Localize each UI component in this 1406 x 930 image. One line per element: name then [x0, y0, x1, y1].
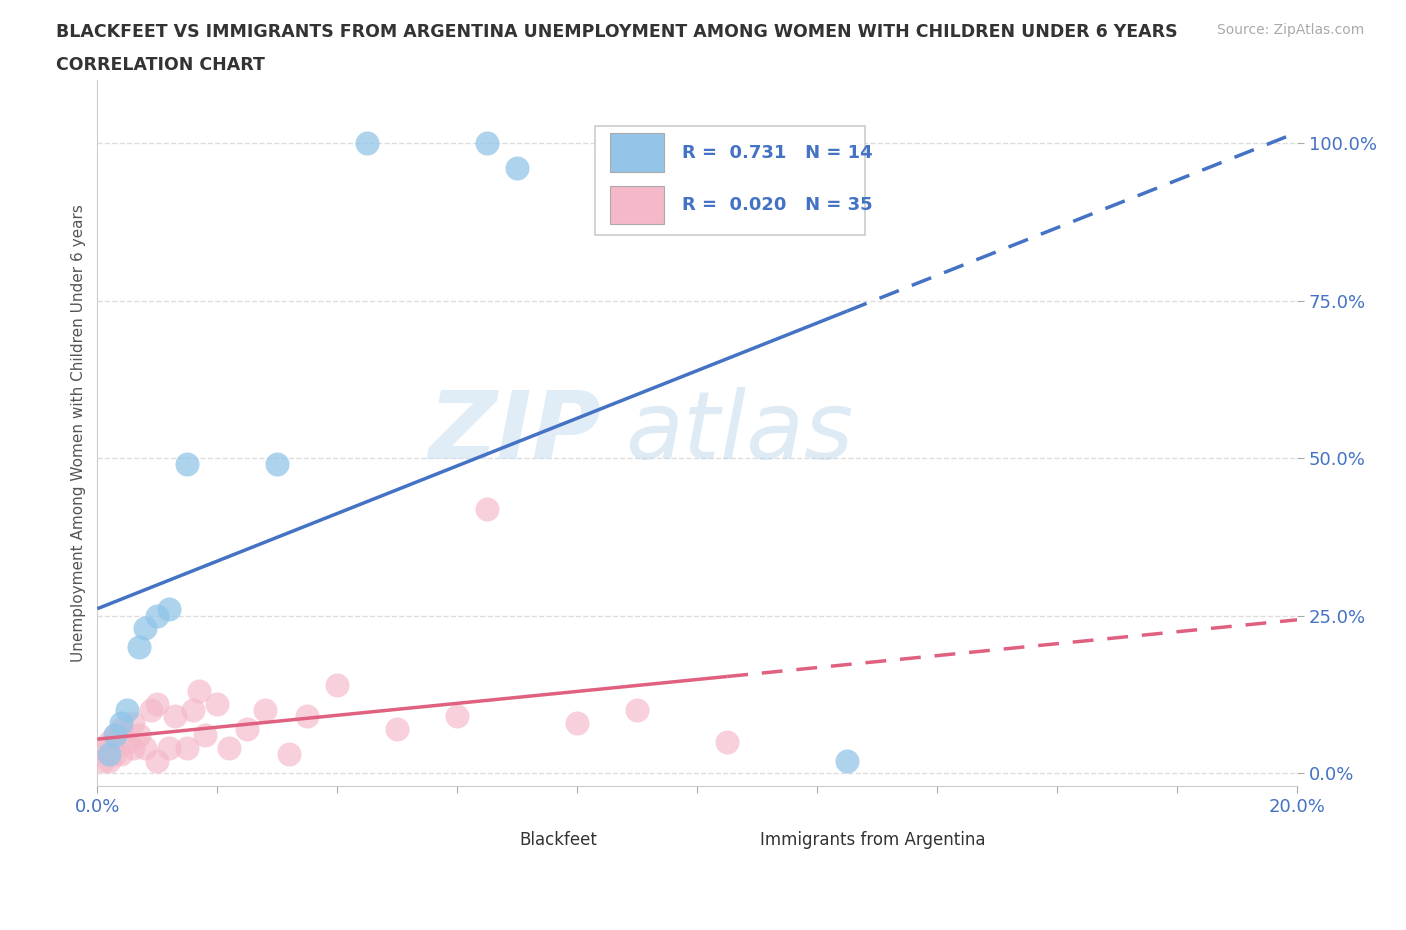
Text: R =  0.020   N = 35: R = 0.020 N = 35: [682, 196, 872, 214]
Point: [104, 728, 127, 743]
Point: [157, 602, 180, 617]
Point: [104, 747, 127, 762]
Point: [176, 740, 198, 755]
Point: [141, 703, 163, 718]
Point: [165, 709, 187, 724]
Point: [326, 678, 349, 693]
Point: [110, 747, 132, 762]
Point: [716, 734, 738, 749]
Point: [128, 728, 150, 743]
Text: atlas: atlas: [626, 388, 853, 478]
Point: [254, 703, 277, 718]
Text: Immigrants from Argentina: Immigrants from Argentina: [759, 831, 986, 849]
FancyBboxPatch shape: [703, 829, 749, 851]
Text: BLACKFEET VS IMMIGRANTS FROM ARGENTINA UNEMPLOYMENT AMONG WOMEN WITH CHILDREN UN: BLACKFEET VS IMMIGRANTS FROM ARGENTINA U…: [56, 23, 1178, 41]
Point: [98, 753, 121, 768]
Point: [157, 740, 180, 755]
Point: [567, 715, 589, 730]
Y-axis label: Unemployment Among Women with Children Under 6 years: Unemployment Among Women with Children U…: [72, 204, 86, 662]
Point: [93, 753, 115, 768]
Point: [218, 740, 240, 755]
Point: [207, 697, 229, 711]
Point: [104, 728, 127, 743]
Point: [110, 722, 132, 737]
Text: ZIP: ZIP: [429, 387, 602, 479]
Point: [477, 136, 499, 151]
Point: [176, 457, 198, 472]
Point: [387, 722, 409, 737]
Point: [477, 501, 499, 516]
Point: [297, 709, 319, 724]
FancyBboxPatch shape: [610, 133, 664, 172]
Point: [93, 740, 115, 755]
FancyBboxPatch shape: [464, 829, 509, 851]
Point: [837, 753, 859, 768]
Point: [146, 697, 169, 711]
Point: [506, 161, 529, 176]
Point: [146, 608, 169, 623]
Point: [134, 621, 156, 636]
FancyBboxPatch shape: [595, 126, 865, 235]
Point: [266, 457, 288, 472]
Point: [134, 740, 156, 755]
Point: [188, 684, 211, 698]
Point: [356, 136, 378, 151]
Point: [278, 747, 301, 762]
Text: Blackfeet: Blackfeet: [520, 831, 598, 849]
FancyBboxPatch shape: [610, 186, 664, 224]
Point: [117, 703, 139, 718]
Point: [110, 715, 132, 730]
Point: [117, 734, 139, 749]
Text: R =  0.731   N = 14: R = 0.731 N = 14: [682, 143, 872, 162]
Point: [236, 722, 259, 737]
Point: [146, 753, 169, 768]
Point: [183, 703, 205, 718]
Point: [122, 715, 145, 730]
Point: [194, 728, 217, 743]
Point: [98, 734, 121, 749]
Text: Source: ZipAtlas.com: Source: ZipAtlas.com: [1216, 23, 1364, 37]
Point: [128, 640, 150, 655]
Point: [446, 709, 468, 724]
Point: [98, 747, 121, 762]
Text: CORRELATION CHART: CORRELATION CHART: [56, 56, 266, 73]
Point: [122, 740, 145, 755]
Point: [626, 703, 648, 718]
